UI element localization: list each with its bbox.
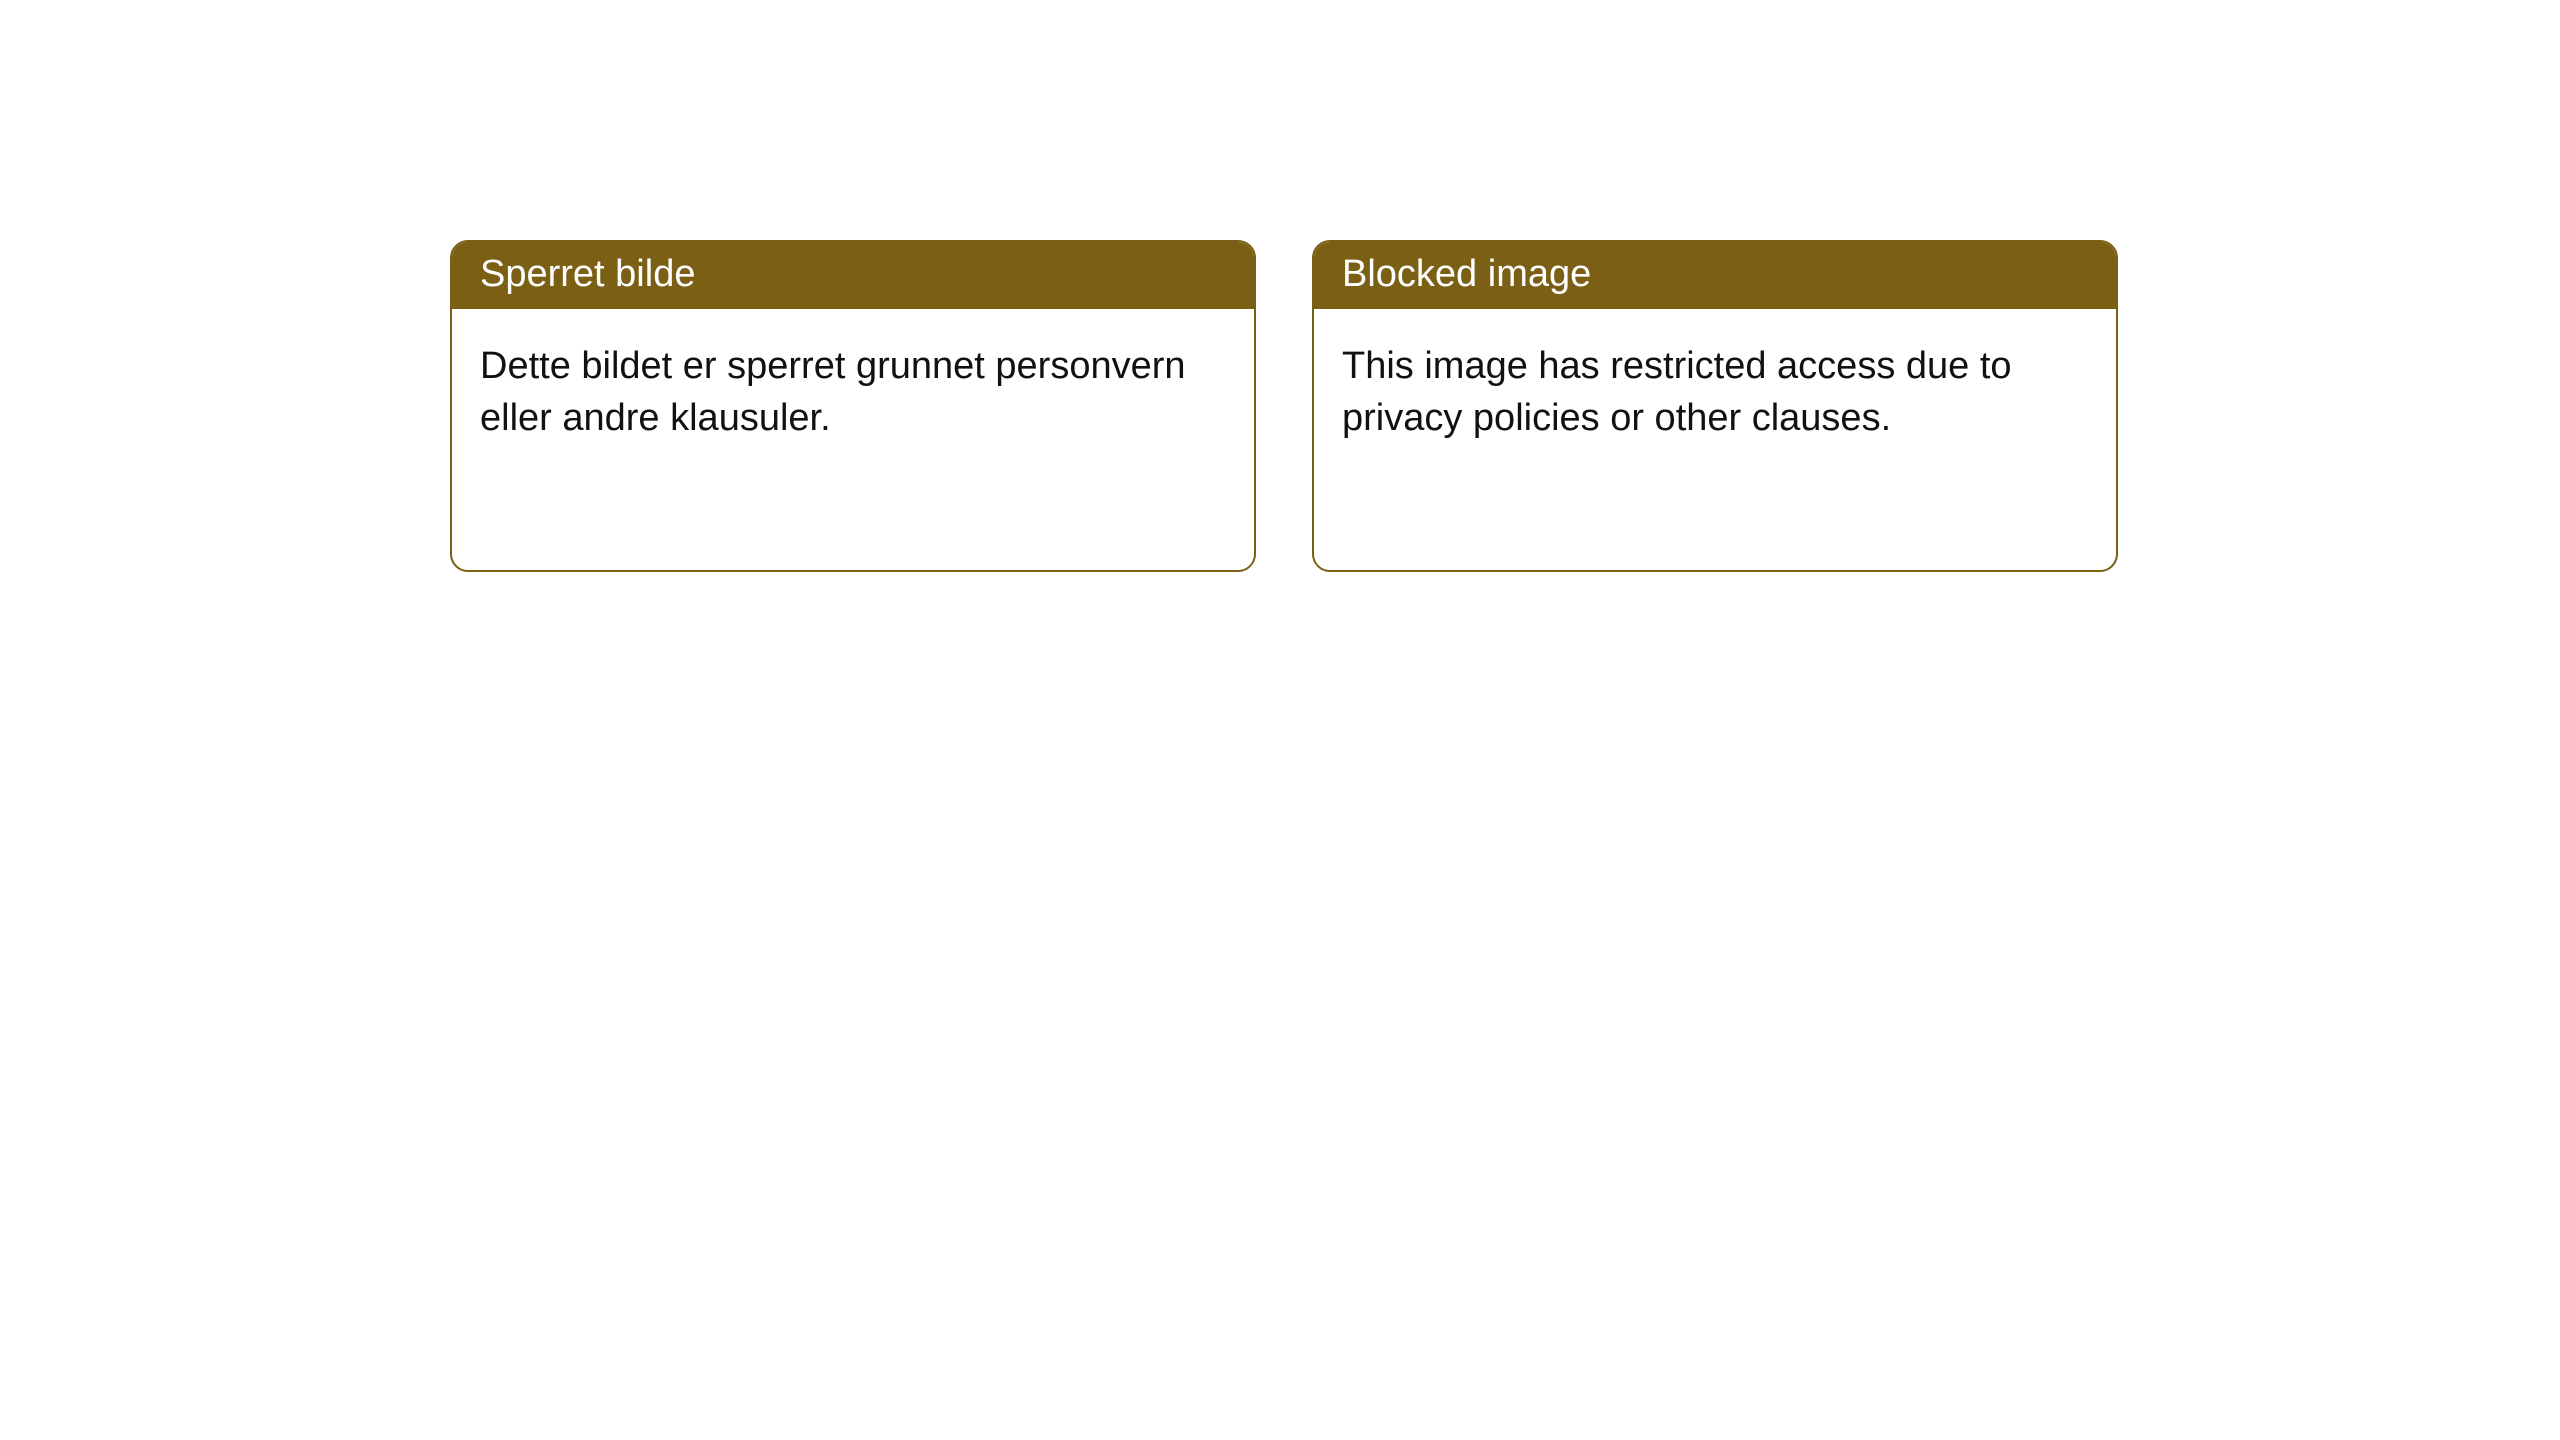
blocked-image-card-english: Blocked image This image has restricted … — [1312, 240, 2118, 572]
card-title: Blocked image — [1342, 253, 1591, 295]
card-body: This image has restricted access due to … — [1314, 309, 2116, 476]
card-message: This image has restricted access due to … — [1342, 345, 2012, 438]
cards-container: Sperret bilde Dette bildet er sperret gr… — [0, 0, 2560, 572]
card-title: Sperret bilde — [480, 253, 695, 295]
card-body: Dette bildet er sperret grunnet personve… — [452, 309, 1254, 476]
blocked-image-card-norwegian: Sperret bilde Dette bildet er sperret gr… — [450, 240, 1256, 572]
card-message: Dette bildet er sperret grunnet personve… — [480, 345, 1186, 438]
card-header: Sperret bilde — [452, 242, 1254, 309]
card-header: Blocked image — [1314, 242, 2116, 309]
